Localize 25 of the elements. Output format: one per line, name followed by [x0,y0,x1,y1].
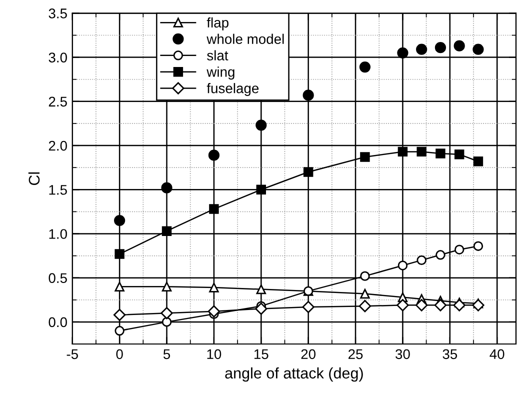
x-tick-label: 0 [116,349,123,360]
x-tick-label: 25 [348,349,363,360]
x-tick-label: 20 [301,349,316,360]
y-tick-label: 0.5 [48,273,67,284]
x-tick-label: 15 [254,349,268,360]
legend-label: fuselage [206,83,259,96]
x-tick-label: 30 [396,349,410,360]
legend-label: flap [206,17,228,30]
y-tick-label: 3.0 [48,52,67,62]
y-tick-label: 1.5 [49,185,67,195]
x-tick-label: 40 [490,349,504,360]
y-axis-title: Cl [28,172,40,186]
x-tick-label: 5 [163,349,170,360]
y-tick-label: 2.5 [48,96,67,107]
y-tick-label: 2.0 [48,140,67,151]
legend-label: wing [206,66,234,80]
y-tick-label: 0.0 [48,317,67,328]
x-tick-label: 10 [207,349,222,360]
x-tick-label: -5 [66,349,78,360]
x-tick-label: 35 [442,349,458,360]
x-axis-title: angle of attack (deg) [225,367,363,382]
y-tick-label: 1.0 [49,229,67,239]
legend-label: slat [207,50,228,60]
legend-label: whole model [206,34,284,44]
y-tick-label: 3.5 [48,8,67,18]
